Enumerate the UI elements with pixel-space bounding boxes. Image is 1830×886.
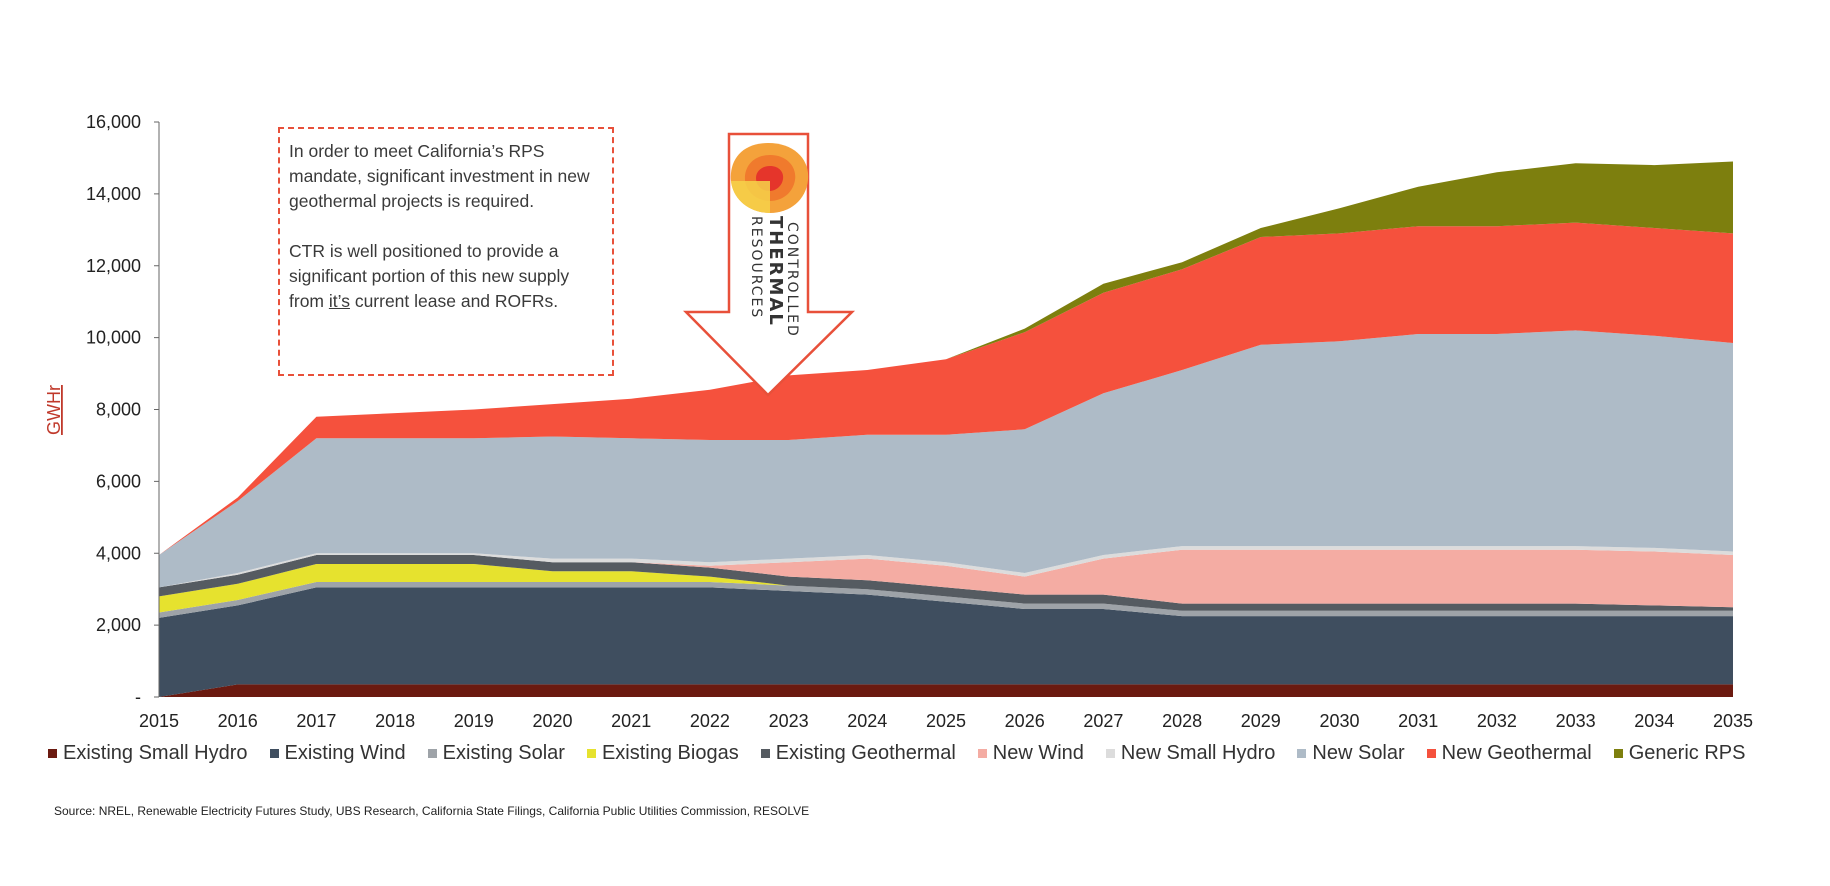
legend-item: Existing Solar — [427, 742, 565, 765]
x-tick-label: 2020 — [532, 711, 572, 731]
area-existing-geothermal — [159, 555, 1733, 611]
y-tick-label: 2,000 — [96, 615, 141, 635]
legend-label: New Geothermal — [1441, 742, 1592, 764]
legend-swatch — [1297, 749, 1307, 758]
area-new-geothermal — [159, 222, 1733, 555]
y-axis-label: GWHr — [44, 385, 64, 435]
legend-label: Existing Small Hydro — [63, 742, 248, 764]
chart-axes: - 2,000 4,000 6,000 8,000 10,000 12,000 14,000 1… — [86, 112, 1753, 731]
x-tick-label: 2034 — [1634, 711, 1674, 731]
area-existing-solar — [159, 582, 1733, 618]
x-tick-label: 2026 — [1005, 711, 1045, 731]
legend-swatch — [760, 749, 770, 758]
x-tick-label: 2021 — [611, 711, 651, 731]
y-tick-label: 10,000 — [86, 328, 141, 348]
x-tick-label: 2029 — [1241, 711, 1281, 731]
x-tick-label: 2017 — [296, 711, 336, 731]
callout-paragraph-1: In order to meet California’s RPS mandat… — [289, 141, 590, 211]
legend-item: New Wind — [977, 742, 1084, 765]
callout-paragraph-2: CTR is well positioned to provide a sign… — [289, 239, 602, 314]
x-tick-label: 2019 — [454, 711, 494, 731]
legend-label: Generic RPS — [1628, 742, 1746, 764]
x-tick-label: 2027 — [1083, 711, 1123, 731]
legend-swatch — [1426, 749, 1436, 758]
legend-item: New Small Hydro — [1105, 742, 1276, 765]
x-tick-label: 2032 — [1477, 711, 1517, 731]
logo-text-line2: THERMAL — [765, 216, 786, 327]
source-note: Source: NREL, Renewable Electricity Futu… — [54, 804, 810, 818]
legend-label: New Small Hydro — [1120, 742, 1276, 764]
y-tick-label: 4,000 — [96, 543, 141, 563]
legend-swatch — [977, 749, 987, 758]
y-tick-label: 14,000 — [86, 184, 141, 204]
legend-item: Existing Wind — [269, 742, 406, 765]
legend-label: Existing Solar — [442, 742, 565, 764]
area-existing-small-hydro — [159, 684, 1733, 697]
area-new-solar — [159, 330, 1733, 588]
y-tick-label: 8,000 — [96, 400, 141, 420]
legend-label: New Solar — [1312, 742, 1405, 764]
x-tick-label: 2024 — [847, 711, 887, 731]
area-new-wind — [159, 549, 1733, 608]
logo-arrow-shape — [683, 132, 856, 397]
legend-label: New Wind — [992, 742, 1084, 764]
logo-text-line1: CONTROLLED — [784, 222, 800, 338]
x-tick-label: 2030 — [1319, 711, 1359, 731]
legend-swatch — [427, 749, 437, 758]
x-tick-label: 2023 — [769, 711, 809, 731]
x-tick-label: 2015 — [139, 711, 179, 731]
x-tick-label: 2018 — [375, 711, 415, 731]
legend-swatch — [586, 749, 596, 758]
callout-text-part: CTR is well positioned to provide a sign… — [289, 241, 570, 311]
legend-swatch — [1613, 749, 1623, 758]
legend-item: New Geothermal — [1426, 742, 1592, 765]
x-tick-label: 2028 — [1162, 711, 1202, 731]
callout-underlined-word: it’s — [328, 291, 350, 311]
x-tick-label: 2031 — [1398, 711, 1438, 731]
chart-legend: Existing Small Hydro Existing Wind Existin… — [48, 742, 1788, 765]
y-tick-label: 6,000 — [96, 471, 141, 491]
logo-text-line3: RESOURCES — [748, 216, 764, 319]
legend-label: Existing Geothermal — [775, 742, 956, 764]
legend-item: Existing Geothermal — [760, 742, 956, 765]
legend-label: Existing Biogas — [601, 742, 739, 764]
company-logo: CONTROLLED THERMAL RESOURCES — [683, 132, 856, 397]
legend-swatch — [48, 749, 57, 758]
legend-item: Generic RPS — [1613, 742, 1746, 765]
y-tick-label: 12,000 — [86, 256, 141, 276]
x-tick-label: 2016 — [218, 711, 258, 731]
callout-text-part: current lease and ROFRs. — [349, 291, 559, 311]
legend-item: Existing Biogas — [586, 742, 739, 765]
area-existing-biogas — [159, 564, 1733, 613]
legend-swatch — [269, 749, 279, 758]
chart-areas — [159, 161, 1733, 697]
area-existing-wind — [159, 587, 1733, 697]
legend-swatch — [1105, 749, 1115, 758]
callout-box: In order to meet California’s RPS mandat… — [278, 127, 614, 376]
y-tick-label: 16,000 — [86, 112, 141, 132]
logo-emblem-icon — [730, 143, 809, 213]
x-tick-label: 2022 — [690, 711, 730, 731]
x-tick-label: 2025 — [926, 711, 966, 731]
legend-item: New Solar — [1297, 742, 1405, 765]
x-tick-label: 2033 — [1556, 711, 1596, 731]
legend-item: Existing Small Hydro — [48, 742, 248, 765]
legend-label: Existing Wind — [284, 742, 406, 764]
y-tick-label: - — [135, 687, 141, 707]
x-tick-label: 2035 — [1713, 711, 1753, 731]
area-generic-rps — [159, 161, 1733, 555]
